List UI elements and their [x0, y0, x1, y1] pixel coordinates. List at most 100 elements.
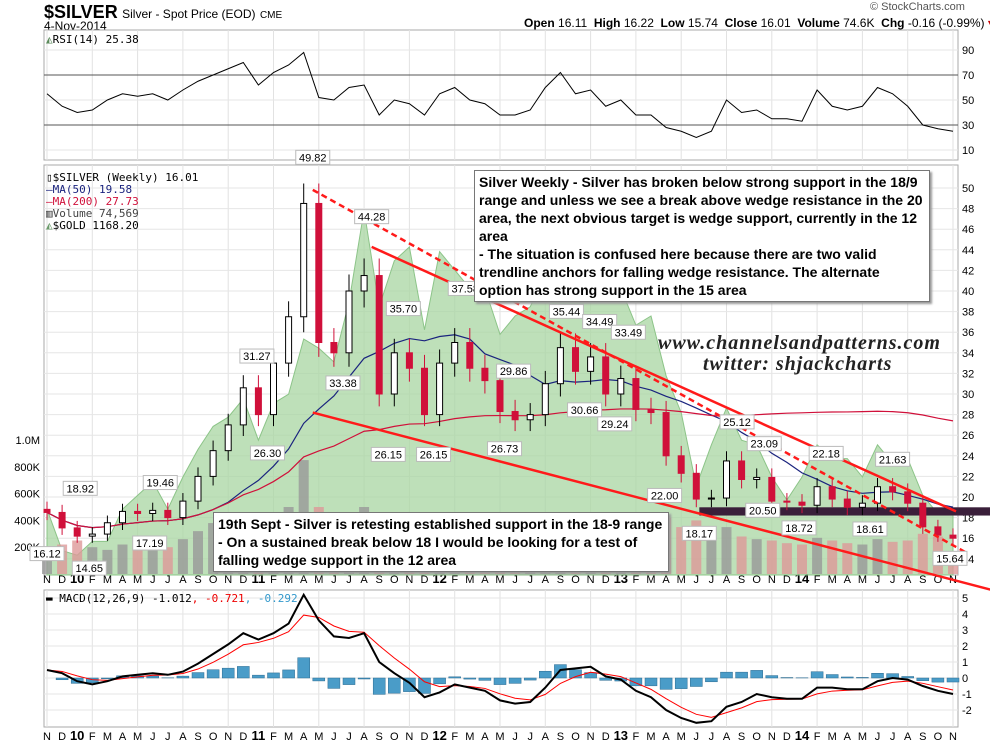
x-axis-label: M [103, 731, 112, 743]
price-label: 17.19 [136, 538, 164, 550]
hist-value: , -0.292 [244, 592, 298, 605]
candle-body [436, 362, 444, 416]
rsi-tick-label: 30 [962, 120, 974, 132]
volume-bar [917, 533, 928, 574]
x-axis-label: M [495, 574, 504, 586]
price-tick-label: 22 [962, 471, 974, 483]
price-label: 19.46 [146, 478, 174, 490]
x-axis-label: S [738, 731, 745, 743]
close-value: 16.01 [760, 16, 791, 30]
rsi-line [46, 51, 954, 139]
macd-histogram-bar [448, 676, 461, 679]
candle-body [300, 202, 308, 318]
price-tick-label: 30 [962, 389, 974, 401]
candle-body [889, 486, 897, 493]
instrument-name: Silver - Spot Price (EOD) [122, 7, 256, 21]
x-axis-label: N [43, 574, 51, 586]
volume-tick-label: 800K [14, 462, 40, 474]
macd-histogram-bar [735, 671, 748, 679]
price-label-box [852, 521, 888, 537]
volume-label: Volume [797, 16, 840, 30]
macd-histogram-bar [750, 670, 763, 679]
macd-histogram-bar [372, 677, 386, 695]
legend-gold-text: $GOLD 1168.20 [52, 219, 139, 232]
price-label: 26.15 [420, 449, 448, 461]
x-axis-label: J [527, 731, 533, 743]
candle-body [88, 533, 96, 537]
volume-bar [781, 543, 792, 574]
x-axis-label: J [512, 574, 518, 586]
x-axis-label: M [646, 731, 655, 743]
candle-body [858, 502, 866, 508]
x-axis-label: S [557, 574, 564, 586]
candle-body [738, 460, 746, 480]
price-label-box [610, 324, 646, 340]
exchange: CME [259, 10, 283, 21]
price-label: 31.27 [243, 351, 271, 363]
candle-body [572, 347, 579, 372]
candle-body [541, 383, 549, 416]
volume-value: 74.6K [843, 16, 875, 30]
price-label: 18.72 [785, 523, 813, 535]
x-axis-label: M [828, 574, 837, 586]
price-label: 22.18 [812, 448, 840, 460]
candle-body [632, 378, 640, 410]
x-axis-label: M [465, 574, 474, 586]
candle-body [330, 342, 338, 354]
volume-bar [132, 541, 143, 574]
x-axis-label: A [844, 574, 852, 586]
price-label-box [325, 375, 361, 391]
candle-body [103, 522, 111, 535]
x-axis-label: M [133, 731, 142, 743]
volume-bar [827, 540, 838, 574]
x-axis-label: F [633, 731, 640, 743]
analysis-note-box: Silver Weekly - Silver has broken below … [474, 170, 930, 302]
macd-histogram-bar [176, 675, 190, 679]
price-label: 26.15 [374, 449, 402, 461]
x-axis-label: S [194, 574, 201, 586]
price-tick-label: 42 [962, 265, 974, 277]
candle-body [753, 476, 761, 480]
x-axis-label: D [239, 574, 247, 586]
price-label-box [71, 560, 107, 576]
price-label: 35.44 [553, 306, 581, 318]
symbol: $SILVER [44, 2, 118, 22]
volume-tick-label: 400K [14, 515, 40, 527]
candle-body [662, 412, 670, 457]
x-axis-label: A [662, 574, 670, 586]
candle-body [254, 387, 262, 416]
macd-histogram-bar [825, 674, 839, 679]
area-icon: ◭ [46, 219, 53, 232]
volume-bar [162, 547, 173, 574]
macd-histogram-bar [644, 677, 658, 687]
price-label-box [548, 303, 584, 319]
macd-histogram-bar [810, 671, 824, 679]
x-axis-label: J [331, 574, 337, 586]
candle-body [677, 455, 685, 474]
macd-histogram-bar [508, 677, 522, 684]
legend-volume-text: Volume 74,569 [52, 207, 139, 220]
price-tick-label: 50 [962, 183, 974, 195]
x-axis-label: A [300, 731, 308, 743]
price-label-box [416, 446, 452, 462]
rsi-panel [43, 29, 959, 161]
price-tick-label: 40 [962, 286, 974, 298]
x-axis-label: D [58, 574, 66, 586]
price-label: 44.28 [358, 212, 386, 224]
macd-legend: ▬ MACD(12,26,9) -1.012, -0.721, -0.292 [46, 592, 298, 605]
x-axis-label: S [194, 731, 201, 743]
volume-bar [87, 547, 98, 574]
x-axis-label: N [43, 731, 51, 743]
x-axis-label: A [119, 574, 127, 586]
x-axis-label: J [694, 574, 700, 586]
candle-body [919, 502, 927, 528]
x-axis-label: M [677, 574, 686, 586]
macd-histogram-bar [569, 669, 582, 679]
price-tick-label: 28 [962, 410, 974, 422]
rsi-legend: ◭RSI(14) 25.38 [46, 33, 139, 46]
candle-body [421, 367, 428, 416]
x-axis-label: 10 [70, 728, 84, 743]
volume-tick-label: 600K [14, 489, 40, 501]
low-value: 15.74 [687, 16, 718, 30]
price-label: 37.58 [452, 283, 480, 295]
